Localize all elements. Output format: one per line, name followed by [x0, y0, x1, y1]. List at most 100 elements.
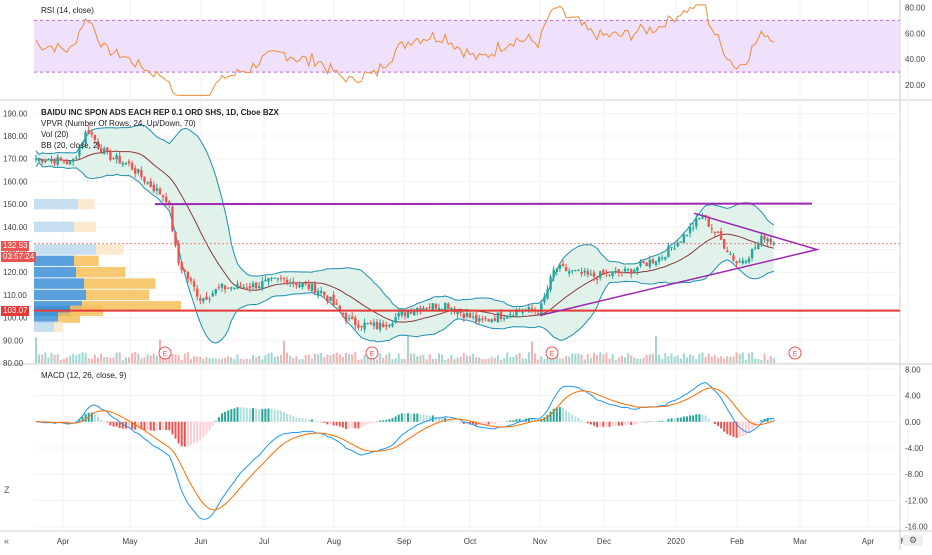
macd-histogram-bar [208, 421, 211, 431]
macd-histogram-bar [227, 410, 230, 422]
macd-histogram-bar [289, 414, 292, 422]
candle-body [310, 283, 314, 292]
macd-histogram-bar [329, 421, 332, 425]
macd-histogram-bar [75, 421, 78, 422]
macd-histogram-bar [258, 409, 261, 422]
volume-bar [524, 358, 527, 363]
macd-histogram-bar [577, 418, 580, 422]
candle-body [744, 261, 748, 263]
volume-profile-up [34, 244, 96, 255]
volume-bar [307, 354, 310, 363]
volume-bar [186, 352, 189, 363]
macd-histogram-bar [608, 421, 611, 427]
volume-bar [261, 359, 264, 363]
volume-bar [422, 354, 425, 363]
macd-histogram-bar [769, 418, 772, 422]
volume-bar [710, 356, 713, 363]
volume-bar [469, 355, 471, 363]
volume-bar [292, 358, 295, 363]
bollinger-legend[interactable]: BB (20, close, 2) [41, 141, 101, 150]
macd-histogram-bar [196, 421, 199, 443]
candle-body [484, 318, 487, 320]
timezone-icon[interactable]: Z [4, 485, 10, 495]
volume-bar [214, 358, 217, 363]
rsi-axis-label: 40.00 [905, 55, 926, 64]
candle-body [285, 280, 289, 285]
candle-body [574, 270, 577, 272]
candle-body [642, 260, 645, 263]
candle-body [679, 241, 682, 243]
candle-body [357, 324, 360, 328]
candle-body [564, 267, 568, 272]
volume-bar [472, 353, 475, 363]
macd-histogram-bar [568, 412, 571, 422]
macd-histogram-bar [720, 421, 723, 429]
volume-bar [351, 354, 354, 363]
macd-histogram-bar [292, 415, 295, 422]
candle-body [636, 267, 639, 272]
candle-body [583, 270, 586, 273]
macd-histogram-bar [283, 411, 285, 422]
macd-histogram-bar [636, 421, 639, 424]
volume-bar [664, 353, 667, 363]
earnings-marker [545, 346, 559, 360]
macd-histogram-bar [391, 418, 394, 422]
candle-body [499, 312, 503, 319]
macd-histogram-bar [155, 421, 158, 431]
macd-histogram-bar [490, 421, 493, 425]
volume-bar [478, 357, 481, 363]
settings-gear-icon[interactable]: ⚙ [903, 535, 923, 546]
volume-legend[interactable]: Vol (20) [41, 130, 69, 139]
macd-histogram-bar [676, 417, 679, 422]
macd-histogram-bar [106, 421, 109, 423]
candle-body [75, 157, 78, 159]
volume-profile-up [34, 289, 86, 301]
volume-bar [599, 352, 602, 363]
macd-histogram-bar [168, 421, 171, 431]
vpvr-legend[interactable]: VPVR (Number Of Rows, 24, Up/Down, 70) [41, 119, 196, 128]
candle-body [161, 195, 165, 198]
earnings-marker [365, 346, 379, 360]
candle-body [698, 217, 701, 219]
candle-body [192, 281, 196, 287]
rsi-legend[interactable]: RSI (14, close) [41, 6, 94, 15]
candle-body [292, 281, 295, 284]
candle-body [199, 298, 202, 301]
volume-bar [500, 359, 502, 363]
macd-histogram-bar [221, 413, 223, 422]
macd-histogram-bar [403, 413, 406, 422]
candle-body [589, 273, 593, 275]
volume-bar [177, 355, 180, 363]
candle-body [723, 239, 726, 249]
candle-body [490, 319, 493, 323]
volume-bar [152, 353, 155, 363]
time-axis-label: 2020 [667, 537, 685, 546]
volume-bar [174, 354, 177, 363]
macd-histogram-bar [744, 421, 747, 435]
candle-body [109, 150, 112, 160]
candle-body [254, 282, 258, 289]
volume-bar [227, 356, 230, 363]
macd-legend[interactable]: MACD (12, 26, close, 9) [41, 371, 127, 380]
volume-bar [338, 354, 341, 363]
volume-bar [388, 352, 391, 363]
candle-body [391, 323, 394, 327]
macd-histogram-bar [438, 417, 440, 422]
bollinger-lower [35, 161, 774, 344]
candle-body [626, 269, 630, 271]
goto-start-icon[interactable]: « [4, 536, 10, 546]
volume-bar [44, 352, 47, 363]
macd-histogram-bar [131, 421, 134, 429]
candle-body [236, 283, 239, 289]
main-legend-title[interactable]: BAIDU INC SPON ADS EACH REP 0.1 ORD SHS,… [41, 108, 279, 117]
resistance-line [154, 202, 813, 206]
volume-bar [565, 355, 568, 363]
volume-bar [202, 358, 205, 363]
candle-body [651, 259, 655, 264]
candle-body [363, 322, 366, 330]
candle-body [301, 283, 304, 287]
candle-body [431, 303, 434, 310]
candle-body [344, 313, 348, 322]
